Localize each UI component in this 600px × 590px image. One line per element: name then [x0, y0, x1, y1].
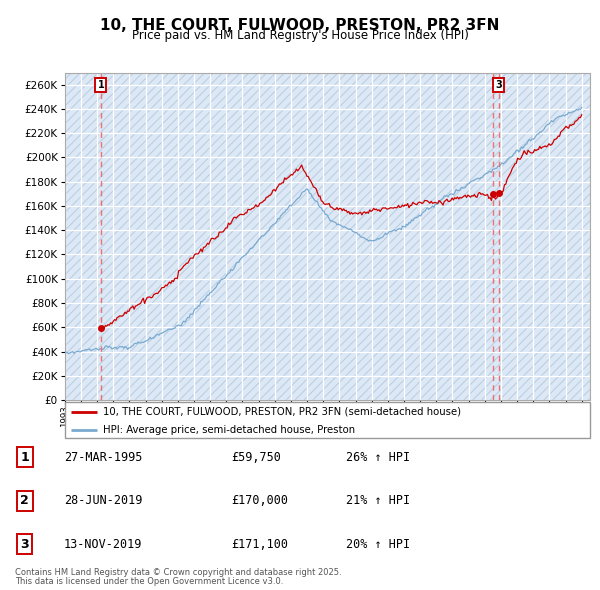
Text: Contains HM Land Registry data © Crown copyright and database right 2025.: Contains HM Land Registry data © Crown c… — [15, 568, 341, 576]
Text: 21% ↑ HPI: 21% ↑ HPI — [346, 494, 410, 507]
Text: Price paid vs. HM Land Registry's House Price Index (HPI): Price paid vs. HM Land Registry's House … — [131, 30, 469, 42]
Text: 20% ↑ HPI: 20% ↑ HPI — [346, 537, 410, 550]
Text: 1: 1 — [97, 80, 104, 90]
Text: 10, THE COURT, FULWOOD, PRESTON, PR2 3FN: 10, THE COURT, FULWOOD, PRESTON, PR2 3FN — [100, 18, 500, 32]
Text: 3: 3 — [496, 80, 502, 90]
Text: 10, THE COURT, FULWOOD, PRESTON, PR2 3FN (semi-detached house): 10, THE COURT, FULWOOD, PRESTON, PR2 3FN… — [103, 407, 461, 417]
Text: £171,100: £171,100 — [231, 537, 288, 550]
Text: HPI: Average price, semi-detached house, Preston: HPI: Average price, semi-detached house,… — [103, 425, 355, 435]
Text: This data is licensed under the Open Government Licence v3.0.: This data is licensed under the Open Gov… — [15, 577, 283, 586]
Text: 2: 2 — [20, 494, 29, 507]
Text: 3: 3 — [20, 537, 29, 550]
Text: £170,000: £170,000 — [231, 494, 288, 507]
Text: 26% ↑ HPI: 26% ↑ HPI — [346, 451, 410, 464]
FancyBboxPatch shape — [65, 402, 590, 438]
Text: £59,750: £59,750 — [231, 451, 281, 464]
Text: 13-NOV-2019: 13-NOV-2019 — [64, 537, 142, 550]
Text: 28-JUN-2019: 28-JUN-2019 — [64, 494, 142, 507]
Text: 1: 1 — [20, 451, 29, 464]
Text: 27-MAR-1995: 27-MAR-1995 — [64, 451, 142, 464]
